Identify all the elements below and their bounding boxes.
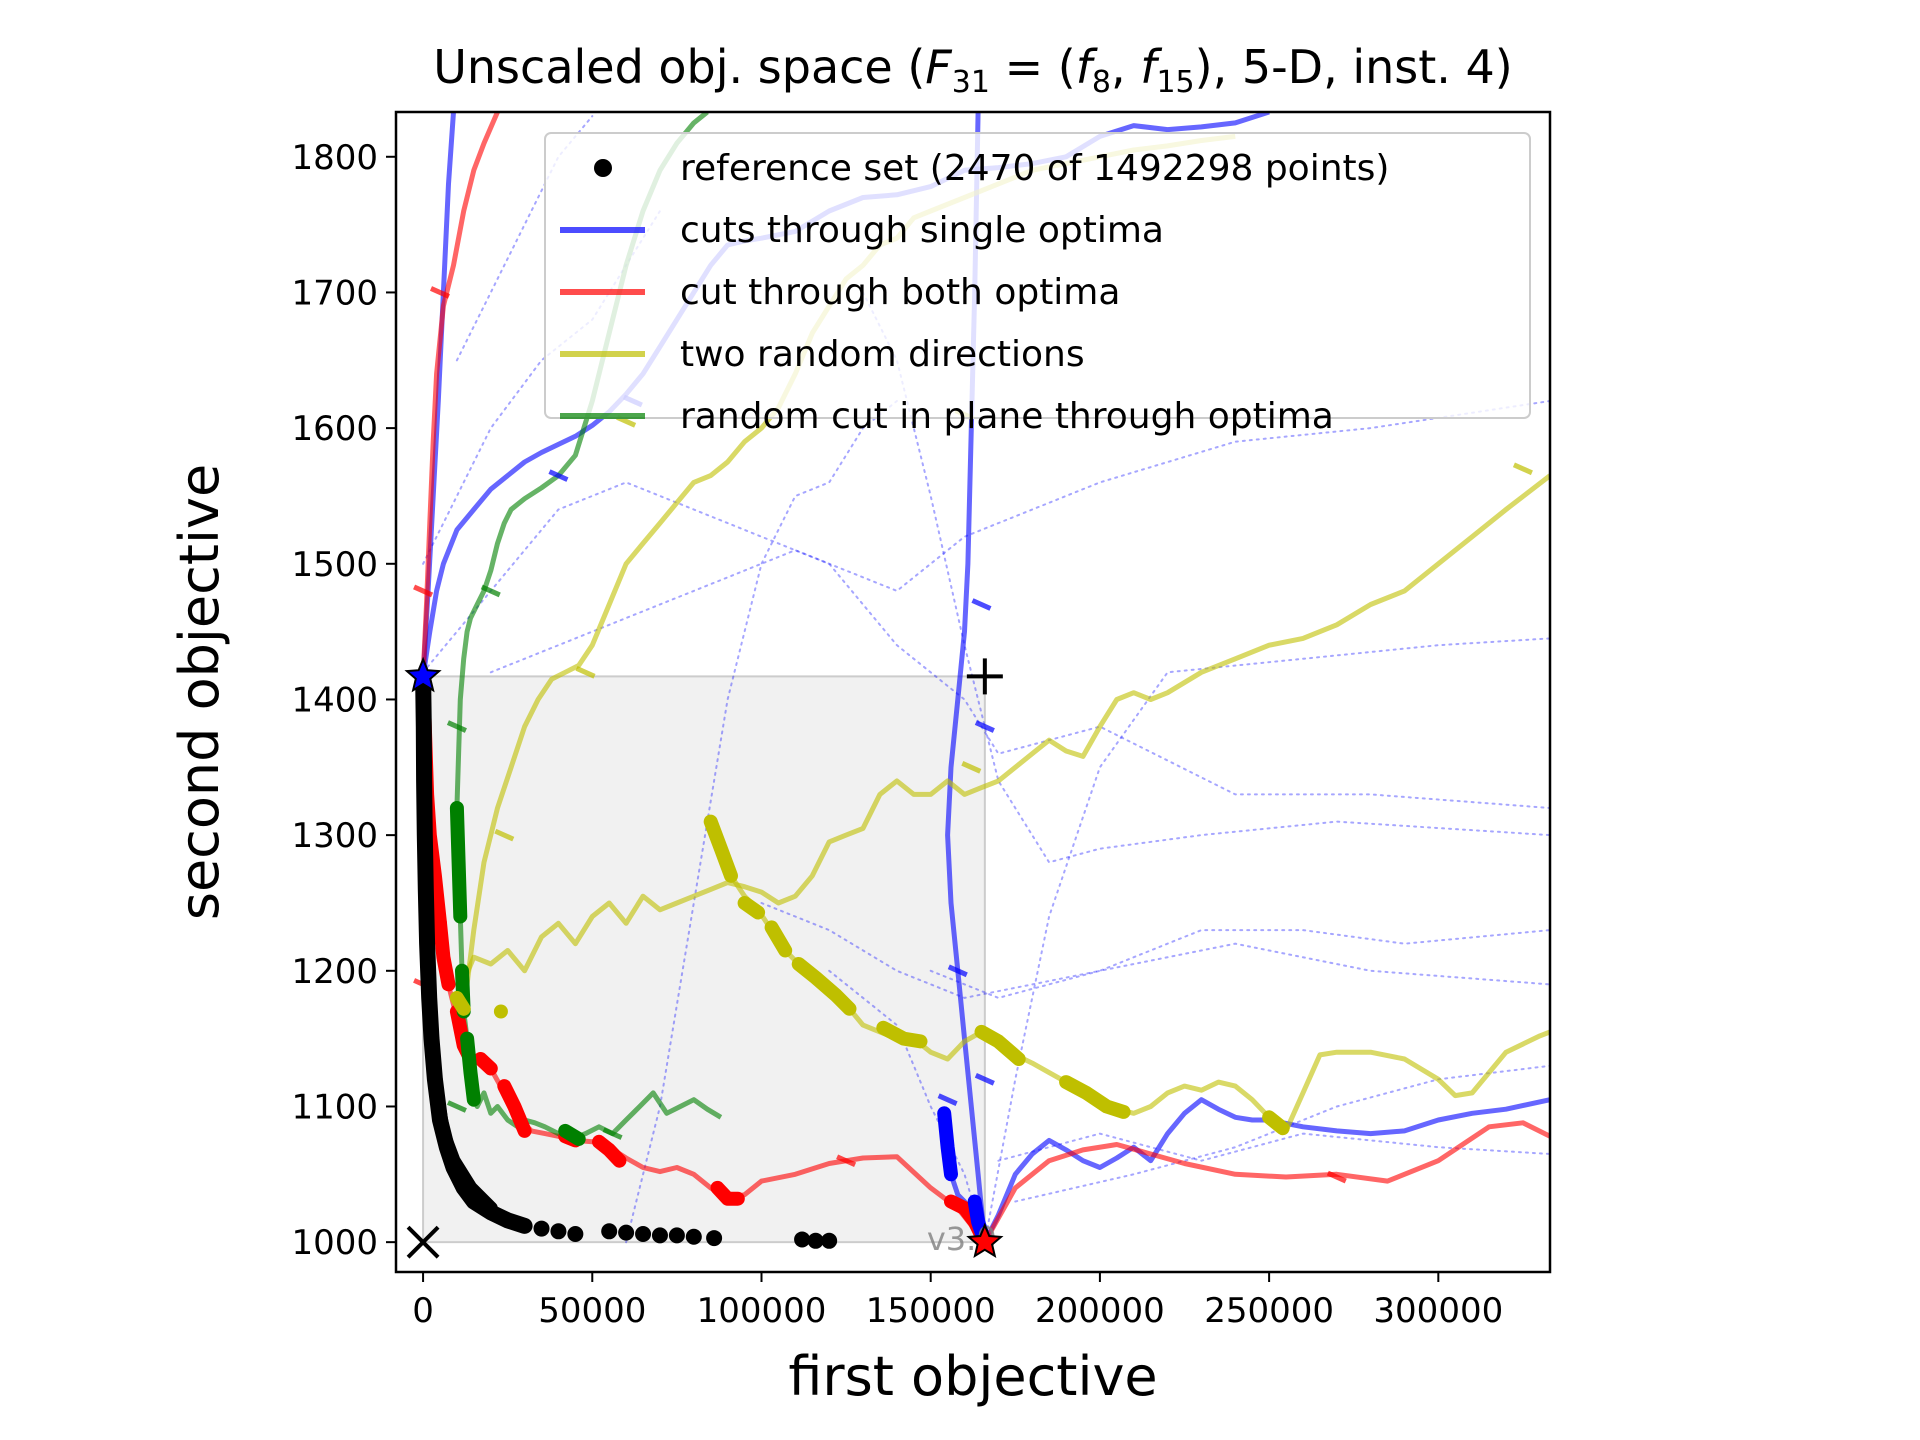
- ideal-point-x-marker: [406, 1225, 440, 1259]
- plot-frame: [394, 110, 1552, 1274]
- nondominated-segment-21: [974, 1024, 1026, 1066]
- y-axis-label: second objective: [168, 464, 231, 920]
- nondominated-segment-14: [460, 1031, 481, 1107]
- cut-tick-0-0: [974, 720, 995, 733]
- y-tick-label: 1700: [291, 273, 378, 313]
- nondominated-segment-5: [497, 1079, 532, 1138]
- x-tick-label: 100000: [697, 1291, 827, 1331]
- nondominated-segment-7: [592, 1134, 627, 1168]
- cut-tick-0-4: [937, 1093, 958, 1106]
- nadir-point-plus-marker: [966, 658, 1003, 695]
- dotted-cut-3: [929, 942, 1550, 999]
- dotted-cut-0: [422, 481, 1550, 809]
- dotted-cut-6: [828, 637, 1550, 1243]
- axes: 0 50000 100000 150000 200000 250000 300000 1000…: [291, 138, 1503, 1331]
- nondominated-segment-19: [791, 957, 857, 1016]
- cut-tick-1-3: [836, 1154, 857, 1168]
- cut-tick-1-2: [429, 286, 451, 299]
- y-tick-label: 1600: [291, 409, 378, 449]
- nondominated-segment-24: [449, 990, 471, 1016]
- reference-point-1-1: [618, 1224, 635, 1241]
- legend-label-plane: random cut in plane through optima: [680, 396, 1334, 437]
- cut-tick-1-0: [413, 584, 434, 598]
- legend-box: [544, 132, 1531, 419]
- cut-tick-1-4: [1326, 1170, 1347, 1184]
- nondominated-segment-22: [1059, 1075, 1131, 1119]
- legend-label-both: cut through both optima: [680, 272, 1120, 313]
- reference-point-2-2: [706, 1230, 723, 1247]
- y-tick-label: 1800: [291, 138, 378, 178]
- x-tick-label: 50000: [538, 1291, 646, 1331]
- x-tick-label: 150000: [866, 1291, 996, 1331]
- y-tick-label: 1400: [291, 680, 378, 720]
- x-tick-label: 0: [412, 1291, 434, 1331]
- cut-tick-0-2: [947, 964, 968, 978]
- optima-markers: [404, 656, 1004, 1259]
- dotted-cut-7: [862, 291, 1550, 864]
- cut-tick-3-1: [446, 720, 467, 733]
- reference-point-2-1: [685, 1228, 702, 1245]
- nondominated-segment-15: [558, 1123, 586, 1146]
- cut-tick-3-0: [480, 584, 501, 598]
- y-tick-label: 1200: [291, 952, 378, 992]
- x-tick-label: 300000: [1373, 1291, 1503, 1331]
- optimum-2-star-marker: [966, 1222, 1004, 1259]
- legend-label-single: cuts through single optima: [680, 210, 1164, 251]
- nondominated-segment-20: [876, 1020, 928, 1049]
- cut-tick-3-2: [446, 1100, 467, 1113]
- series-line-single-2: [945, 112, 988, 1243]
- nondominated-segment-18: [764, 920, 793, 958]
- series-line-both-5: [420, 112, 500, 677]
- cut-tick-2-4: [961, 761, 982, 774]
- dotted-cut-8: [625, 400, 898, 1244]
- legend-label-ref: reference set (2470 of 1492298 points): [680, 148, 1389, 189]
- reference-point-1-3: [651, 1227, 668, 1244]
- nondominated-segment-10: [937, 1106, 958, 1182]
- cut-tick-2-5: [1512, 462, 1533, 476]
- cut-tick-0-1: [971, 598, 992, 611]
- cut-tick-2-1: [575, 666, 596, 679]
- reference-point-1-2: [635, 1226, 652, 1243]
- reference-point-3-0: [794, 1231, 811, 1248]
- chart-title: Unscaled obj. space (F31 = (f8, f15), 5-…: [433, 40, 1513, 100]
- nondominated-segment-2: [433, 916, 456, 992]
- cut-tick-2-2: [494, 828, 515, 842]
- reference-set-curve: [415, 668, 533, 1234]
- legend-label-random: two random directions: [680, 334, 1085, 375]
- legend-swatch-ref: [594, 159, 612, 177]
- reference-point-0-0: [533, 1220, 550, 1237]
- y-tick-label: 1100: [291, 1087, 378, 1127]
- reference-point-0-1: [550, 1223, 567, 1240]
- nondominated-segment-12: [449, 801, 468, 924]
- reference-point-2-0: [668, 1227, 685, 1244]
- nondominated-segment-4: [473, 1052, 498, 1076]
- reference-point-1-0: [601, 1223, 618, 1240]
- nondominated-segment-23: [1262, 1110, 1290, 1136]
- cut-tick-3-3: [602, 1127, 623, 1140]
- series-line-random-6: [454, 473, 1550, 999]
- optimum-1-star-marker: [404, 656, 442, 693]
- cut-tick-0-6: [548, 469, 569, 482]
- x-tick-label: 200000: [1035, 1291, 1165, 1331]
- dotted-cut-2: [760, 902, 1550, 999]
- reference-point-0-2: [567, 1226, 584, 1243]
- nondominated-point-25: [493, 1004, 508, 1019]
- nondominated-segment-17: [737, 896, 766, 920]
- y-tick-label: 1000: [291, 1223, 378, 1263]
- y-tick-label: 1500: [291, 545, 378, 585]
- reference-point-3-2: [821, 1232, 838, 1249]
- reference-point-3-1: [807, 1232, 824, 1249]
- nondominated-segment-16: [703, 814, 738, 883]
- cut-tick-0-3: [974, 1073, 995, 1086]
- nondominated-segment-8: [710, 1180, 745, 1206]
- y-tick-label: 1300: [291, 816, 378, 856]
- x-tick-label: 250000: [1204, 1291, 1334, 1331]
- x-axis-label: first objective: [788, 1345, 1157, 1408]
- legend: reference set (2470 of 1492298 points) cu…: [544, 132, 1531, 437]
